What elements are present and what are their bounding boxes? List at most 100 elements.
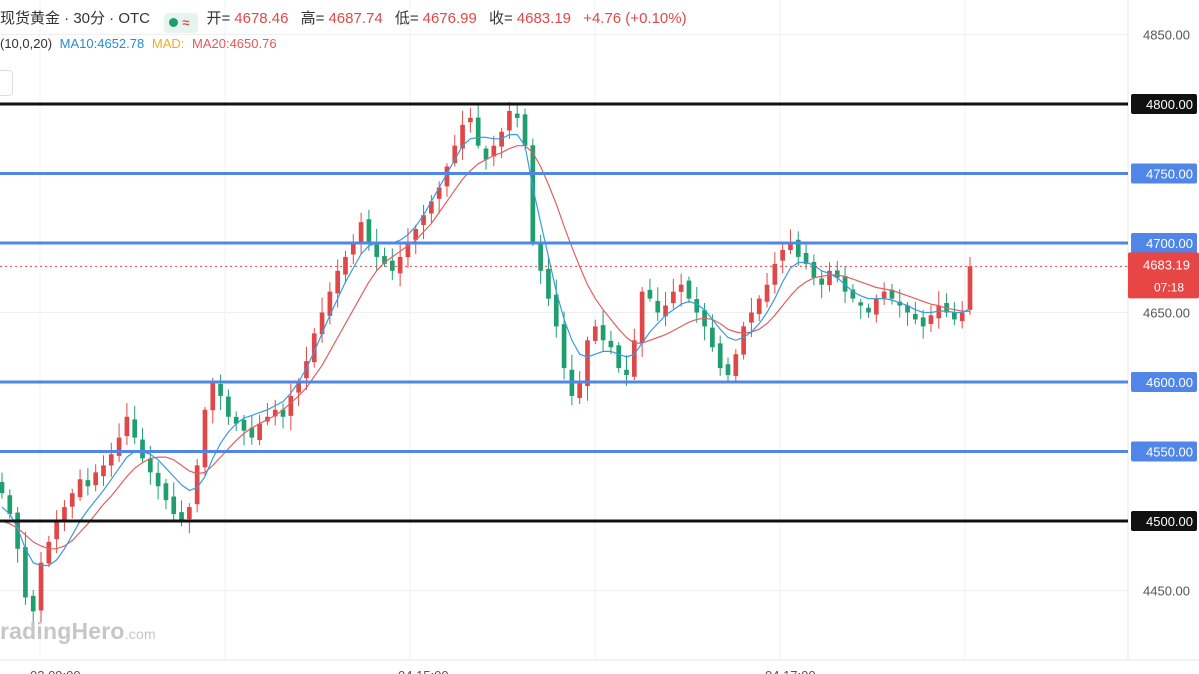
ma10-value: MA10:4652.78 [59, 36, 145, 51]
candle-body-123 [959, 312, 965, 322]
candle-body-1 [7, 495, 13, 515]
axis-tag-bg-4750.00 [1131, 163, 1197, 184]
candle-body-103 [803, 252, 809, 264]
axis-tag-4800.00: 4800.00 [1146, 97, 1193, 112]
candle-body-62 [483, 148, 489, 160]
time-label-0: 02 09:00 [30, 668, 81, 674]
candle-body-61 [475, 117, 481, 146]
candle-body-6 [46, 541, 52, 564]
candle-body-97 [756, 298, 762, 314]
market-status-icon [169, 18, 179, 27]
candle-body-12 [93, 472, 99, 486]
candle-body-71 [553, 294, 559, 327]
candle-body-25 [194, 465, 200, 505]
candle-body-32 [249, 427, 255, 438]
mad-label: MAD: [151, 36, 185, 51]
candle-body-70 [546, 268, 551, 299]
candle-body-59 [460, 124, 465, 149]
close-value: 4683.19 [516, 10, 572, 27]
candle-body-23 [179, 512, 184, 521]
axis-tag-bg-4500.00 [1131, 511, 1197, 531]
approx-icon: ≈ [182, 15, 190, 30]
ma-params[interactable]: (10,0,20) [0, 36, 53, 51]
candle-body-120 [936, 305, 942, 319]
candle-body-108 [842, 276, 848, 292]
candle-body-35 [272, 409, 278, 417]
candle-body-101 [788, 243, 793, 251]
candle-body-44 [343, 256, 348, 275]
candle-body-48 [374, 242, 380, 257]
candle-body-87 [678, 284, 684, 292]
candle-body-81 [631, 340, 637, 377]
candle-body-112 [873, 298, 879, 315]
axis-tag-bg-4600.00 [1131, 372, 1197, 392]
candle-body-8 [62, 507, 67, 522]
candle-body-115 [897, 301, 903, 306]
high-value: 4687.74 [328, 10, 383, 27]
candle-body-47 [366, 219, 372, 243]
candle-body-67 [522, 114, 528, 146]
candle-body-69 [538, 242, 543, 271]
axis-label-4650.00: 4650.00 [1143, 306, 1190, 321]
symbol-title[interactable]: 现货黄金 · 30分 · OTC [0, 10, 151, 27]
candle-body-89 [694, 299, 700, 313]
candle-body-14 [108, 454, 114, 466]
candle-body-76 [592, 326, 598, 341]
candle-body-65 [507, 110, 512, 131]
candle-body-110 [858, 302, 864, 306]
candle-body-96 [749, 312, 754, 323]
candle-body-10 [77, 479, 83, 498]
candle-body-56 [436, 187, 442, 199]
candle-body-11 [85, 480, 91, 487]
change-value: +4.76 (+0.10%) [583, 10, 687, 27]
candle-body-39 [304, 361, 309, 379]
candle-body-116 [905, 305, 910, 313]
candle-body-43 [335, 270, 341, 294]
candle-body-53 [413, 229, 419, 240]
candle-body-4 [30, 595, 36, 612]
candle-body-88 [686, 280, 692, 299]
candle-body-30 [233, 416, 239, 424]
candle-body-63 [491, 145, 497, 157]
axis-tag-4550.00: 4550.00 [1146, 445, 1193, 460]
candle-body-20 [155, 472, 161, 487]
candle-body-19 [147, 458, 153, 473]
watermark-suffix: .com [124, 626, 156, 642]
candle-body-3 [23, 547, 28, 598]
candle-body-86 [671, 291, 676, 304]
high-label: 高= [300, 10, 325, 27]
candle-body-5 [38, 562, 44, 611]
status-pill[interactable]: ≈ [164, 13, 199, 33]
candle-body-15 [116, 437, 122, 456]
side-panel-toggle[interactable] [0, 70, 13, 96]
open-value: 4678.46 [234, 10, 289, 27]
axis-label-4450.00: 4450.00 [1143, 584, 1190, 599]
candle-body-113 [881, 291, 887, 299]
candle-body-26 [202, 409, 208, 468]
candle-body-114 [889, 289, 895, 299]
last-price-tag [1128, 252, 1199, 299]
candle-body-27 [210, 382, 216, 411]
ma20-value: MA20:4650.76 [192, 36, 277, 51]
candle-body-45 [350, 243, 356, 255]
candle-body-28 [218, 383, 223, 396]
axis-tag-bg-4800.00 [1131, 94, 1197, 114]
open-field: 开= 4678.46 [207, 10, 293, 27]
candle-body-50 [389, 260, 395, 271]
close-label: 收= [489, 10, 513, 27]
candle-body-83 [647, 289, 653, 299]
candle-body-111 [866, 307, 871, 313]
candle-body-93 [725, 364, 731, 376]
candle-body-52 [405, 243, 411, 258]
candle-body-51 [397, 256, 403, 274]
candle-body-68 [530, 145, 536, 243]
candle-body-7 [54, 521, 59, 540]
candle-body-84 [655, 300, 661, 313]
last-price-value: 4683.19 [1143, 257, 1190, 272]
candle-body-94 [733, 354, 739, 376]
open-label: 开= [206, 10, 231, 27]
ma-legend: (10,0,20) MA10:4652.78 MAD: MA20:4650.76 [0, 36, 281, 51]
candle-body-124 [967, 266, 973, 310]
